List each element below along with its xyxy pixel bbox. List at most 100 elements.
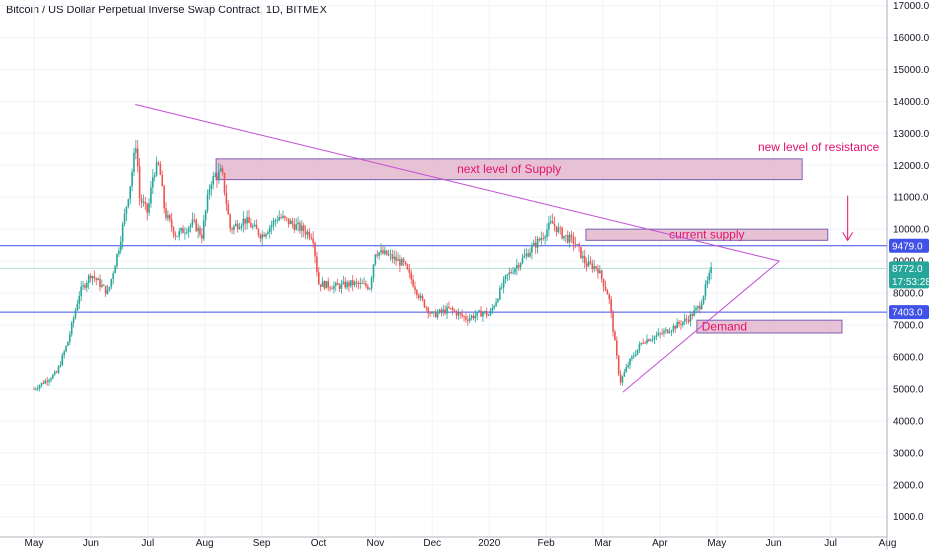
candle-body	[329, 287, 331, 289]
candle-body	[442, 309, 445, 312]
candle-body	[302, 225, 305, 232]
candle-body	[218, 171, 220, 180]
candle-body	[65, 345, 67, 352]
x-tick-label: Feb	[537, 538, 555, 549]
x-tick-label: Mar	[594, 538, 612, 549]
candle-body	[668, 332, 671, 333]
candle-body	[627, 365, 629, 368]
candle-body	[129, 186, 131, 200]
candle-body	[585, 263, 588, 267]
candle-body	[157, 162, 160, 165]
candle-body	[301, 225, 303, 231]
candle-body	[314, 242, 316, 257]
candle-body	[689, 314, 692, 322]
candle-body	[93, 276, 96, 279]
candle-body	[463, 316, 465, 317]
candle-body	[565, 235, 567, 237]
candle-body	[125, 206, 128, 214]
candle-body	[233, 226, 235, 230]
candle-body	[536, 238, 539, 248]
candle-body	[225, 192, 228, 205]
candle-body	[59, 365, 62, 367]
candle-body	[408, 269, 411, 273]
candle-body	[491, 308, 494, 311]
candle-body	[455, 311, 458, 316]
candle-body	[44, 380, 47, 384]
candle-body	[414, 286, 416, 291]
candle-body	[438, 309, 441, 313]
candle-body	[427, 307, 429, 314]
candle-body	[517, 265, 520, 268]
candle-body	[616, 340, 618, 356]
candle-body	[499, 287, 501, 300]
candle-body	[123, 213, 126, 225]
x-tick-label: Jul	[824, 538, 837, 549]
y-tick-label: 17000.0	[893, 1, 930, 12]
candle-body	[76, 304, 79, 311]
candle-body	[310, 237, 313, 239]
trendline	[622, 260, 780, 393]
y-tick-label: 6000.0	[893, 352, 924, 363]
candle-body	[514, 268, 516, 273]
candle-body	[523, 255, 526, 258]
candle-body	[248, 217, 250, 224]
candle-body	[189, 224, 192, 228]
annotation-text: new level of resistance	[758, 140, 880, 154]
candle-body	[116, 253, 118, 267]
x-tick-label: Jun	[766, 538, 782, 549]
candle-body	[450, 307, 452, 309]
candle-body	[131, 172, 133, 187]
candle-body	[691, 314, 694, 317]
candle-body	[614, 331, 616, 341]
candle-body	[489, 310, 492, 316]
candle-body	[465, 316, 467, 320]
candle-body	[391, 254, 394, 260]
candle-body	[67, 341, 69, 346]
candle-body	[680, 323, 682, 325]
candle-body	[48, 380, 50, 382]
candle-body	[204, 210, 207, 221]
candle-body	[276, 220, 279, 222]
candle-body	[99, 278, 101, 287]
candle-body	[327, 280, 330, 288]
candle-body	[599, 270, 601, 274]
candle-body	[167, 215, 169, 219]
candle-body	[63, 351, 65, 356]
candle-body	[250, 223, 252, 228]
candle-body	[89, 275, 92, 279]
candle-body	[304, 231, 307, 235]
candle-body	[457, 312, 460, 316]
candle-body	[195, 219, 198, 232]
candle-body	[274, 220, 277, 222]
candle-body	[319, 284, 322, 287]
candle-body	[676, 321, 678, 329]
candle-body	[184, 232, 186, 234]
candle-body	[385, 250, 388, 255]
candle-body	[289, 220, 292, 225]
candle-body	[682, 321, 684, 325]
candle-body	[655, 335, 658, 337]
candle-body	[376, 254, 379, 256]
candle-body	[493, 306, 496, 309]
candle-body	[110, 278, 113, 287]
candle-body	[150, 187, 152, 204]
candle-body	[118, 250, 120, 254]
candle-body	[521, 257, 524, 264]
candle-body	[316, 256, 318, 273]
candle-body	[440, 309, 443, 312]
candle-body	[268, 227, 271, 233]
candle-body	[55, 371, 58, 373]
candle-body	[625, 367, 628, 373]
candle-body	[323, 281, 326, 289]
candle-body	[606, 290, 609, 295]
candle-body	[259, 235, 262, 239]
candle-body	[587, 261, 590, 267]
candle-body	[538, 238, 541, 241]
candle-body	[244, 218, 247, 224]
candle-body	[651, 339, 654, 341]
candle-body	[350, 280, 352, 287]
candle-body	[638, 344, 641, 350]
candle-body	[235, 223, 237, 227]
x-tick-label: Jun	[83, 538, 99, 549]
